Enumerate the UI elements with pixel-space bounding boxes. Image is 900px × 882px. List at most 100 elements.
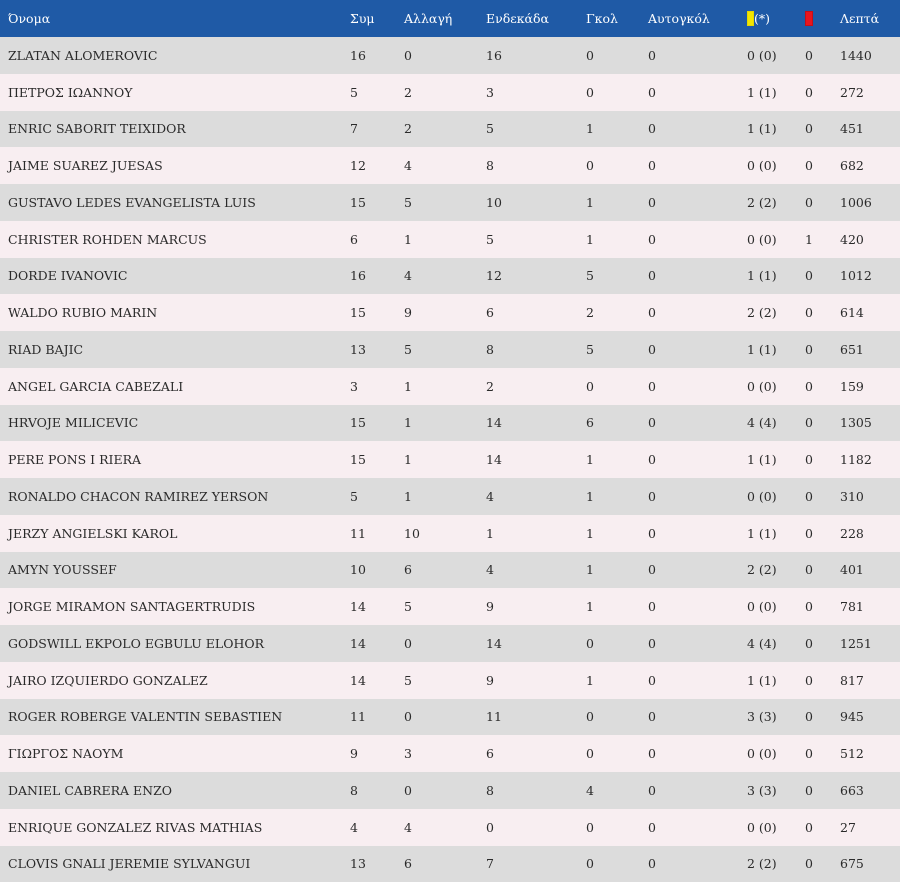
appearances-cell: 14 bbox=[350, 588, 404, 625]
red-cards-cell: 0 bbox=[805, 331, 840, 368]
own-goals-cell: 0 bbox=[648, 699, 747, 736]
own-goals-cell: 0 bbox=[648, 111, 747, 148]
minutes-cell: 272 bbox=[840, 74, 900, 111]
appearances-cell: 14 bbox=[350, 625, 404, 662]
red-cards-cell: 0 bbox=[805, 552, 840, 589]
own-goals-cell: 0 bbox=[648, 368, 747, 405]
appearances-cell: 11 bbox=[350, 515, 404, 552]
column-header-goals[interactable]: Γκολ bbox=[586, 0, 648, 37]
column-header-name[interactable]: Όνομα bbox=[0, 0, 350, 37]
column-header-yellow-cards[interactable]: (*) bbox=[747, 0, 805, 37]
column-header-apps[interactable]: Συμ bbox=[350, 0, 404, 37]
appearances-cell: 15 bbox=[350, 294, 404, 331]
column-header-own-goals[interactable]: Αυτογκόλ bbox=[648, 0, 747, 37]
player-name-cell[interactable]: HRVOJE MILICEVIC bbox=[0, 405, 350, 442]
player-name-cell[interactable]: CLOVIS GNALI JEREMIE SYLVANGUI bbox=[0, 846, 350, 882]
appearances-cell: 12 bbox=[350, 147, 404, 184]
goals-cell: 0 bbox=[586, 699, 648, 736]
goals-cell: 1 bbox=[586, 515, 648, 552]
appearances-cell: 13 bbox=[350, 331, 404, 368]
player-name-cell[interactable]: RIAD BAJIC bbox=[0, 331, 350, 368]
player-name-cell[interactable]: DANIEL CABRERA ENZO bbox=[0, 772, 350, 809]
substitutions-cell: 4 bbox=[404, 258, 486, 295]
minutes-cell: 614 bbox=[840, 294, 900, 331]
starts-cell: 10 bbox=[486, 184, 586, 221]
substitutions-cell: 1 bbox=[404, 221, 486, 258]
player-name-cell[interactable]: JAIME SUAREZ JUESAS bbox=[0, 147, 350, 184]
own-goals-cell: 0 bbox=[648, 478, 747, 515]
player-name-cell[interactable]: ENRIC SABORIT TEIXIDOR bbox=[0, 111, 350, 148]
substitutions-cell: 6 bbox=[404, 846, 486, 882]
player-name-cell[interactable]: WALDO RUBIO MARIN bbox=[0, 294, 350, 331]
column-header-minutes[interactable]: Λεπτά bbox=[840, 0, 900, 37]
goals-cell: 4 bbox=[586, 772, 648, 809]
red-cards-cell: 0 bbox=[805, 515, 840, 552]
minutes-cell: 27 bbox=[840, 809, 900, 846]
goals-cell: 1 bbox=[586, 221, 648, 258]
appearances-cell: 15 bbox=[350, 184, 404, 221]
player-name-cell[interactable]: ANGEL GARCIA CABEZALI bbox=[0, 368, 350, 405]
goals-cell: 0 bbox=[586, 37, 648, 74]
player-name-cell[interactable]: JERZY ANGIELSKI KAROL bbox=[0, 515, 350, 552]
red-cards-cell: 0 bbox=[805, 405, 840, 442]
player-name-cell[interactable]: ΓΙΩΡΓΟΣ ΝΑΟΥΜ bbox=[0, 735, 350, 772]
appearances-cell: 16 bbox=[350, 258, 404, 295]
player-name-cell[interactable]: JAIRO IZQUIERDO GONZALEZ bbox=[0, 662, 350, 699]
goals-cell: 1 bbox=[586, 588, 648, 625]
goals-cell: 0 bbox=[586, 625, 648, 662]
player-name-cell[interactable]: CHRISTER ROHDEN MARCUS bbox=[0, 221, 350, 258]
column-header-subs[interactable]: Αλλαγή bbox=[404, 0, 486, 37]
column-header-starts[interactable]: Ενδεκάδα bbox=[486, 0, 586, 37]
player-name-cell[interactable]: ZLATAN ALOMEROVIC bbox=[0, 37, 350, 74]
goals-cell: 1 bbox=[586, 184, 648, 221]
minutes-cell: 401 bbox=[840, 552, 900, 589]
starts-cell: 11 bbox=[486, 699, 586, 736]
player-name-cell[interactable]: AMYN YOUSSEF bbox=[0, 552, 350, 589]
substitutions-cell: 9 bbox=[404, 294, 486, 331]
yellow-cards-cell: 0 (0) bbox=[747, 368, 805, 405]
player-name-cell[interactable]: GUSTAVO LEDES EVANGELISTA LUIS bbox=[0, 184, 350, 221]
substitutions-cell: 5 bbox=[404, 588, 486, 625]
own-goals-cell: 0 bbox=[648, 809, 747, 846]
player-name-cell[interactable]: GODSWILL EKPOLO EGBULU ELOHOR bbox=[0, 625, 350, 662]
appearances-cell: 8 bbox=[350, 772, 404, 809]
player-name-cell[interactable]: DORDE IVANOVIC bbox=[0, 258, 350, 295]
player-name-cell[interactable]: JORGE MIRAMON SANTAGERTRUDIS bbox=[0, 588, 350, 625]
player-name-cell[interactable]: ROGER ROBERGE VALENTIN SEBASTIEN bbox=[0, 699, 350, 736]
player-name-cell[interactable]: ENRIQUE GONZALEZ RIVAS MATHIAS bbox=[0, 809, 350, 846]
red-card-icon bbox=[805, 11, 813, 26]
yellow-card-suffix: (*) bbox=[754, 11, 770, 26]
player-name-cell[interactable]: RONALDO CHACON RAMIREZ YERSON bbox=[0, 478, 350, 515]
substitutions-cell: 1 bbox=[404, 368, 486, 405]
appearances-cell: 14 bbox=[350, 662, 404, 699]
minutes-cell: 817 bbox=[840, 662, 900, 699]
player-name-cell[interactable]: ΠΕΤΡΟΣ ΙΩΑΝΝΟΥ bbox=[0, 74, 350, 111]
player-name-cell[interactable]: PERE PONS I RIERA bbox=[0, 441, 350, 478]
minutes-cell: 1006 bbox=[840, 184, 900, 221]
starts-cell: 5 bbox=[486, 221, 586, 258]
column-header-red-cards[interactable] bbox=[805, 0, 840, 37]
